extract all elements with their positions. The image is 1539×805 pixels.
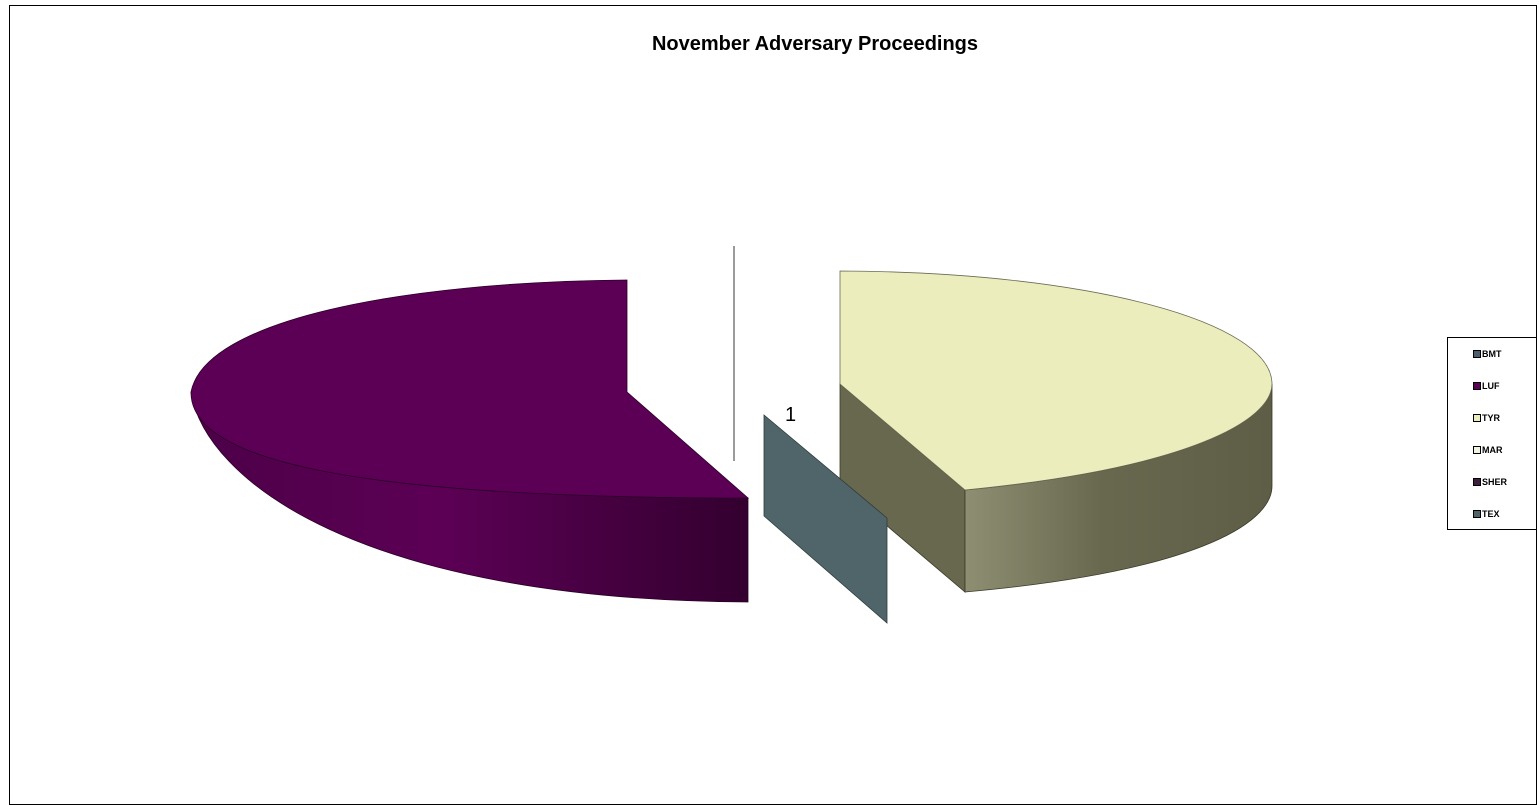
legend-label-luf: LUF (1482, 381, 1500, 391)
data-label: 1 (785, 404, 797, 426)
legend-label-sher: SHER (1482, 477, 1508, 487)
legend-swatch-tyr (1473, 414, 1481, 422)
legend-item-tex: TEX (1473, 508, 1500, 520)
legend-label-tex: TEX (1482, 509, 1500, 519)
legend-label-tyr: TYR (1482, 413, 1500, 423)
legend-label-mar: MAR (1482, 445, 1503, 455)
legend-item-sher: SHER (1473, 476, 1507, 488)
legend-swatch-luf (1473, 382, 1481, 390)
slice-sher-top (839, 270, 1273, 491)
legend-label-bmt: BMT (1482, 349, 1502, 359)
legend-swatch-bmt (1473, 350, 1481, 358)
legend-item-bmt: BMT (1473, 348, 1502, 360)
legend-item-mar: MAR (1473, 444, 1503, 456)
legend-item-tyr: TYR (1473, 412, 1500, 424)
legend-swatch-tex (1473, 510, 1481, 518)
chart-legend: BMT LUF TYR MAR SHER TEX (1447, 337, 1537, 530)
slice-tex (763, 414, 888, 624)
legend-swatch-sher (1473, 478, 1481, 486)
legend-swatch-mar (1473, 446, 1481, 454)
chart-title: November Adversary Proceedings (651, 33, 979, 55)
slice-luf-top (190, 279, 750, 499)
legend-item-luf: LUF (1473, 380, 1500, 392)
